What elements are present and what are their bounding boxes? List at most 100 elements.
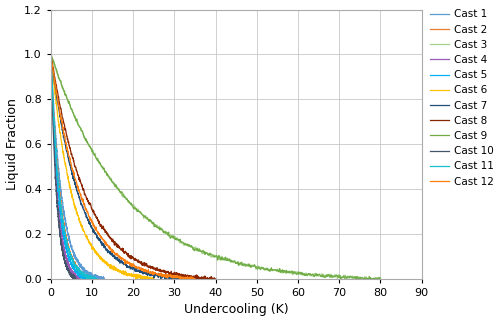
Line: Cast 4: Cast 4	[51, 55, 80, 279]
Cast 3	[197, 249, 203, 253]
Cast 12	[144, 270, 150, 273]
Cast 8	[172, 272, 178, 276]
Cast 10	[66, 271, 72, 275]
Cast 8	[145, 265, 151, 269]
Cast 3	[132, 208, 138, 212]
Cast 2	[48, 53, 54, 57]
Cast 4	[61, 247, 67, 251]
Cast 4	[67, 267, 73, 271]
Cast 2	[76, 267, 82, 271]
Cast 2	[72, 263, 78, 267]
Line: Cast 11: Cast 11	[51, 55, 96, 279]
Cast 12	[48, 52, 54, 56]
Cast 7	[82, 211, 88, 214]
Cast 6	[116, 269, 122, 272]
Cast 5	[85, 277, 91, 281]
Cast 12	[85, 211, 91, 215]
Cast 5	[54, 181, 60, 185]
Line: Cast 5: Cast 5	[51, 57, 88, 279]
Cast 5	[58, 211, 64, 215]
Cast 5	[82, 277, 88, 281]
Cast 10	[48, 53, 54, 57]
Cast 10	[54, 205, 60, 209]
Cast 10	[52, 173, 59, 176]
Cast 5	[76, 273, 82, 277]
Cast 10	[71, 277, 77, 281]
Cast 7	[147, 274, 153, 278]
Cast 12	[156, 274, 162, 278]
Cast 11	[84, 277, 90, 281]
Cast 7	[180, 277, 186, 280]
Cast 1	[88, 273, 94, 277]
Cast 12	[74, 180, 80, 184]
Cast 3	[351, 277, 357, 281]
Cast 6	[66, 180, 72, 184]
Cast 4	[53, 172, 59, 176]
Cast 11	[93, 277, 99, 281]
Cast 10	[59, 248, 65, 251]
Cast 5	[70, 262, 75, 266]
Cast 8	[90, 210, 96, 214]
Cast 5	[72, 268, 78, 272]
Cast 4	[56, 202, 62, 206]
Cast 2	[58, 207, 64, 211]
Line: Cast 2: Cast 2	[51, 55, 92, 279]
Cast 6	[143, 277, 149, 281]
Line: Cast 10: Cast 10	[51, 55, 76, 279]
Cast 8	[212, 277, 218, 281]
Cast 8	[77, 180, 83, 184]
Cast 7	[108, 251, 114, 255]
Cast 10	[62, 261, 68, 265]
Cast 9	[106, 175, 112, 178]
Cast 11	[74, 267, 80, 271]
Cast 10	[64, 266, 70, 270]
Line: Cast 9: Cast 9	[51, 55, 380, 279]
Cast 1	[84, 270, 89, 274]
Line: Cast 1: Cast 1	[51, 54, 104, 279]
Line: Cast 7: Cast 7	[51, 54, 182, 279]
Cast 6	[94, 252, 100, 256]
Cast 1	[62, 214, 68, 218]
Cast 2	[86, 277, 91, 281]
Line: Cast 6: Cast 6	[51, 55, 154, 279]
Cast 8	[200, 277, 205, 281]
Cast 4	[48, 53, 54, 57]
X-axis label: Undercooling (K): Undercooling (K)	[184, 303, 288, 317]
Cast 9	[48, 53, 54, 57]
Cast 3	[268, 267, 274, 270]
Cast 7	[126, 265, 132, 269]
Y-axis label: Liquid Fraction: Liquid Fraction	[6, 98, 18, 190]
Cast 5	[64, 252, 70, 256]
Cast 1	[48, 52, 54, 56]
Cast 7	[136, 269, 142, 272]
Cast 3	[378, 276, 384, 280]
Cast 11	[78, 270, 84, 274]
Cast 9	[132, 206, 138, 210]
Cast 3	[242, 262, 248, 266]
Cast 1	[72, 253, 78, 257]
Cast 9	[296, 270, 302, 274]
Cast 6	[126, 272, 132, 276]
Cast 9	[242, 262, 248, 266]
Cast 11	[82, 274, 88, 278]
Cast 7	[168, 277, 173, 281]
Cast 11	[48, 53, 54, 57]
Cast 11	[60, 217, 66, 221]
Cast 10	[72, 276, 78, 279]
Cast 4	[74, 277, 80, 281]
Cast 6	[108, 265, 114, 269]
Line: Cast 8: Cast 8	[51, 54, 216, 279]
Cast 3	[296, 271, 302, 275]
Cast 7	[48, 52, 54, 56]
Cast 6	[151, 277, 157, 281]
Cast 5	[48, 55, 54, 59]
Cast 4	[76, 277, 82, 281]
Cast 1	[80, 266, 86, 270]
Cast 7	[71, 178, 77, 182]
Cast 11	[56, 186, 62, 190]
Cast 8	[48, 52, 54, 56]
Cast 9	[378, 276, 384, 280]
Cast 2	[79, 273, 85, 277]
Line: Cast 3: Cast 3	[51, 55, 380, 279]
Cast 4	[70, 271, 75, 275]
